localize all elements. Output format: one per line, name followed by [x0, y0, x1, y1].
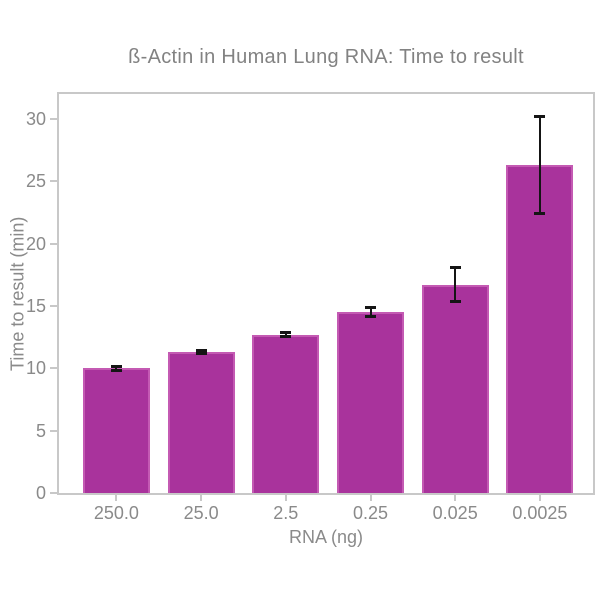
error-cap: [280, 331, 292, 335]
error-cap: [195, 348, 207, 352]
error-cap: [365, 306, 376, 310]
x-tick-label: 2.5: [273, 503, 299, 523]
y-tick-label: 30: [25, 108, 46, 129]
error-bar: [538, 116, 541, 214]
bar: [421, 284, 489, 493]
plot-area: 0 5 10 15 20 25 30 250.0 25.0 2.5 0.25 0.025 0.0025: [26, 92, 595, 522]
error-cap: [110, 364, 122, 368]
y-axis-label: Time to result (min): [7, 216, 28, 371]
y-tick-mark: [50, 242, 57, 245]
error-bar: [369, 307, 372, 317]
bar: [167, 352, 235, 493]
y-tick-label: 10: [25, 358, 46, 379]
y-tick-label: 15: [25, 295, 46, 316]
chart-title: ß-Actin in Human Lung RNA: Time to resul…: [128, 46, 524, 68]
error-bar: [115, 366, 118, 371]
y-tick-label: 20: [25, 233, 46, 254]
y-tick-mark: [50, 180, 57, 183]
x-tick-mark: [284, 495, 287, 501]
x-tick-mark: [369, 495, 372, 501]
error-cap: [365, 315, 376, 319]
x-axis-label: RNA (ng): [288, 527, 364, 547]
x-tick-label: 0.25: [352, 503, 389, 523]
x-tick-label: 25.0: [183, 503, 219, 523]
bar: [252, 334, 320, 493]
x-tick-mark: [454, 495, 457, 501]
y-tick-label: 0: [35, 483, 46, 503]
error-cap: [110, 368, 122, 372]
x-tick-mark: [115, 495, 118, 501]
x-tick-label: 0.025: [432, 503, 478, 523]
y-tick-label: 25: [25, 171, 46, 192]
bar: [506, 165, 574, 493]
y-tick-mark: [50, 367, 57, 370]
error-cap: [534, 212, 546, 216]
error-cap: [449, 266, 461, 270]
error-bar: [200, 350, 203, 354]
error-cap: [195, 352, 207, 356]
y-tick-mark: [50, 117, 57, 120]
x-tick-label: 0.0025: [512, 503, 568, 523]
y-tick-mark: [50, 492, 57, 494]
y-tick-label: 5: [35, 420, 46, 441]
bar: [82, 368, 150, 493]
x-tick-label: 250.0: [93, 503, 139, 523]
x-tick-mark: [538, 495, 541, 501]
error-cap: [449, 300, 461, 304]
y-tick-mark: [50, 304, 57, 307]
bar: [337, 312, 404, 493]
error-bar: [284, 332, 287, 337]
error-cap: [534, 114, 546, 118]
x-tick-mark: [200, 495, 203, 501]
error-cap: [280, 335, 292, 339]
error-bar: [454, 267, 457, 302]
y-tick-mark: [50, 429, 57, 432]
